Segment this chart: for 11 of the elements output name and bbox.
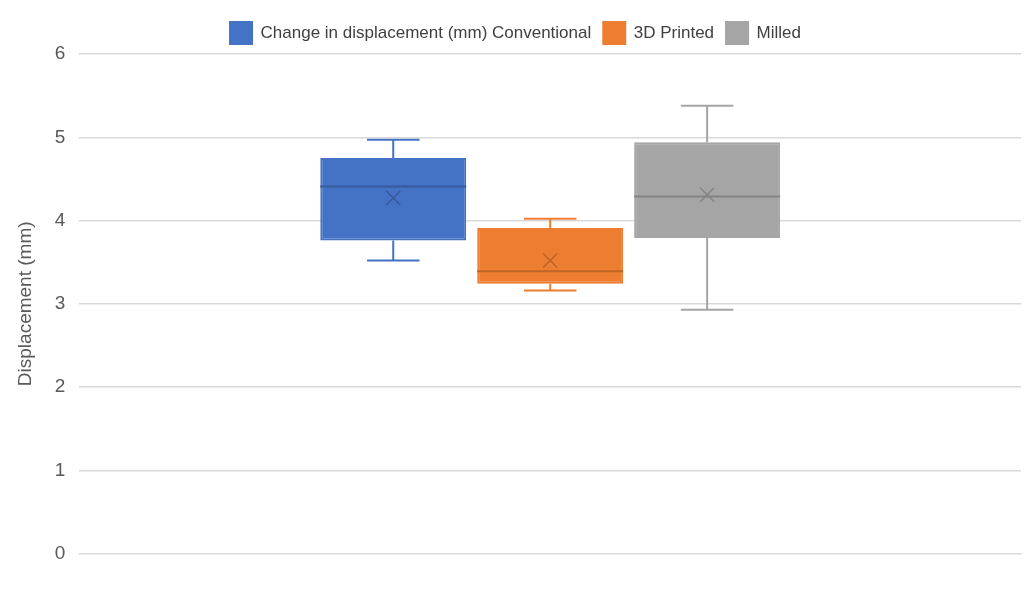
y-tick-label: 2 [54,375,66,397]
legend-label: Change in displacement (mm) Conventional [260,22,592,42]
y-tick-label: 0 [54,541,66,563]
y-tick-label: 1 [54,458,66,480]
y-tick-label: 5 [54,125,66,147]
legend-label: Milled [756,22,801,42]
y-axis-title: Displacement (mm) [13,221,35,387]
y-tick-label: 3 [54,292,66,314]
legend-label: 3D Printed [633,22,715,42]
y-tick-label: 6 [54,42,66,64]
y-tick-label: 4 [54,208,66,230]
